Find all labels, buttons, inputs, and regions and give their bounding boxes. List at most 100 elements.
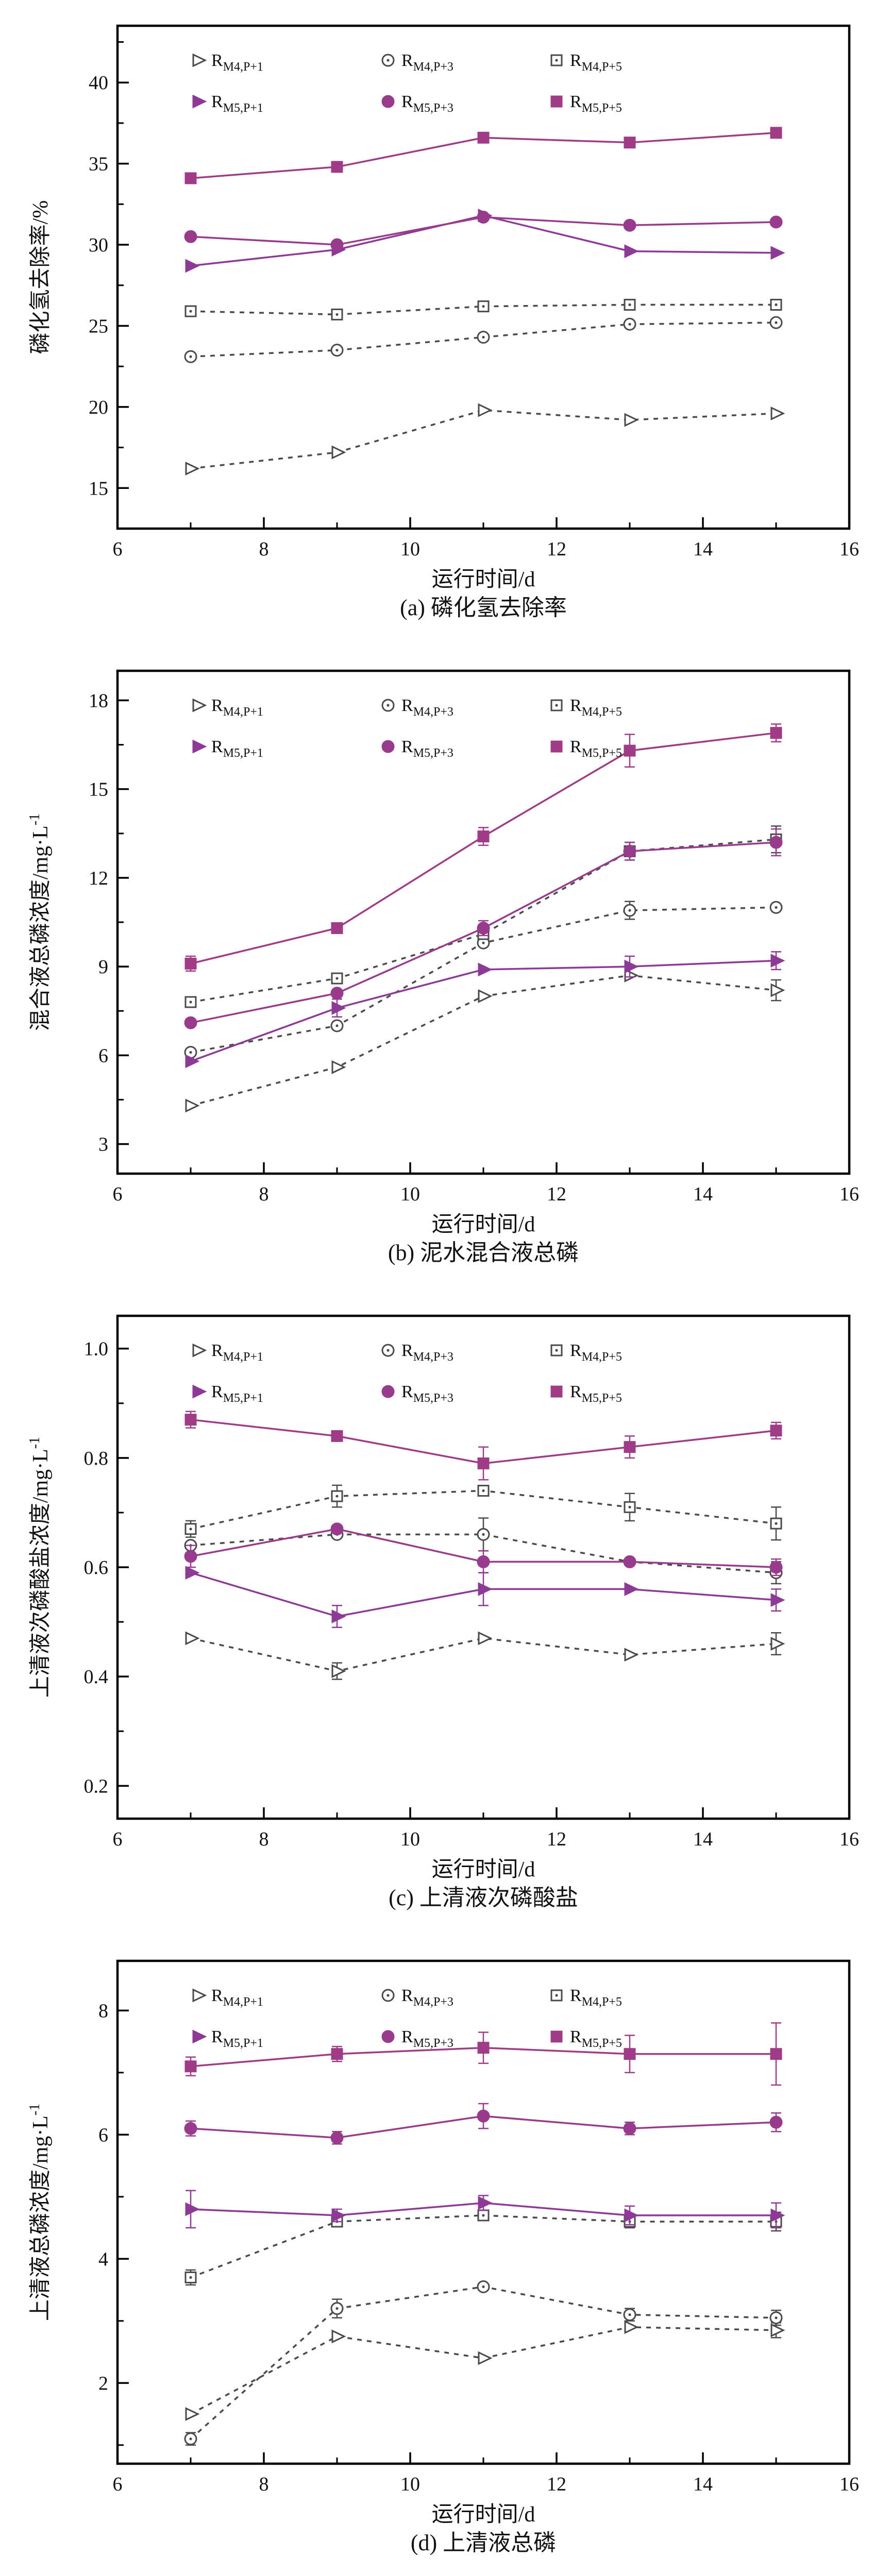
legend-item-M5P3: RM5,P+3 bbox=[381, 1382, 453, 1405]
x-axis-label: 运行时间/d bbox=[432, 2503, 535, 2527]
x-tick-label: 14 bbox=[693, 2473, 713, 2495]
x-tick-label: 16 bbox=[839, 1183, 859, 1205]
x-tick-label: 8 bbox=[259, 538, 269, 560]
series-M4P5 bbox=[184, 2209, 782, 2286]
series-M5P1 bbox=[185, 1566, 785, 1628]
caption-b: (b) 泥水混合液总磷 bbox=[388, 1240, 579, 1265]
legend-label-M4P3: RM4,P+3 bbox=[401, 1986, 453, 2009]
y-tick-label: 15 bbox=[89, 779, 108, 801]
legend-label-M5P5: RM5,P+5 bbox=[570, 1382, 622, 1405]
chart-c-svg: 0.2 0.4 0.6 0.8 1.0 6 8 10 12 14 16 运行时间/d 上清液次磷酸盐浓度… bbox=[27, 1314, 860, 1882]
x-tick-label: 6 bbox=[113, 538, 123, 560]
legend-label-M5P1: RM5,P+1 bbox=[211, 92, 263, 115]
y-tick-label: 6 bbox=[98, 2124, 108, 2146]
y-tick-label: 20 bbox=[89, 397, 108, 418]
caption-d: (d) 上清液总磷 bbox=[410, 2530, 557, 2555]
legend-d: RM4,P+1 RM4,P+3 RM4,P+5 RM5,P+1 RM5,P+3 RM5,P… bbox=[192, 1986, 622, 2050]
legend-label-M4P3: RM4,P+3 bbox=[401, 1341, 453, 1364]
x-tick-label: 6 bbox=[113, 1183, 123, 1205]
y-tick-label: 2 bbox=[98, 2372, 108, 2394]
legend-label-M5P1: RM5,P+1 bbox=[211, 2027, 263, 2050]
legend-item-M5P5: RM5,P+5 bbox=[550, 1382, 622, 1405]
legend-label-M4P1: RM4,P+1 bbox=[211, 696, 263, 719]
y-tick-label: 18 bbox=[89, 690, 108, 711]
x-axis-label: 运行时间/d bbox=[432, 1858, 535, 1882]
legend-item-M4P1: RM4,P+1 bbox=[192, 696, 263, 719]
x-tick-label: 14 bbox=[693, 1828, 713, 1850]
series-M5P3 bbox=[184, 211, 783, 251]
x-tick-label: 10 bbox=[400, 538, 420, 560]
panel-d: 2 4 6 8 6 8 10 12 14 16 运行时间/d 上清液总磷浓度/mg·L-1 RM4,P+… bbox=[0, 1940, 874, 2558]
x-tick-label: 8 bbox=[259, 1183, 269, 1205]
legend-b: RM4,P+1 RM4,P+3 RM4,P+5 RM5,P+1 RM5,P+3 RM5,P… bbox=[192, 696, 622, 760]
legend-label-M5P5: RM5,P+5 bbox=[570, 92, 622, 115]
legend-item-M5P1: RM5,P+1 bbox=[192, 92, 263, 115]
legend-item-M5P5: RM5,P+5 bbox=[550, 92, 622, 115]
legend-label-M4P5: RM4,P+5 bbox=[570, 1341, 622, 1364]
legend-a: RM4,P+1 RM4,P+3 RM4,P+5 RM5,P+1 RM5,P+3 RM5,P… bbox=[192, 51, 622, 115]
y-tick-label: 8 bbox=[98, 2000, 108, 2022]
y-tick-label: 25 bbox=[89, 315, 108, 337]
legend-item-M4P1: RM4,P+1 bbox=[192, 51, 263, 74]
y-tick-label: 0.2 bbox=[84, 1775, 109, 1797]
legend-item-M4P5: RM4,P+5 bbox=[550, 1341, 622, 1364]
x-tick-label: 8 bbox=[259, 2473, 269, 2495]
series-M5P1 bbox=[185, 951, 785, 1069]
series-M4P3 bbox=[184, 316, 783, 363]
series-M5P5 bbox=[184, 127, 782, 184]
x-tick-label: 6 bbox=[113, 1828, 123, 1850]
y-tick-label: 35 bbox=[89, 154, 108, 175]
x-tick-label: 10 bbox=[400, 1183, 420, 1205]
legend-label-M5P5: RM5,P+5 bbox=[570, 737, 622, 760]
legend-item-M4P3: RM4,P+3 bbox=[381, 1341, 453, 1364]
y-tick-label: 1.0 bbox=[84, 1338, 109, 1360]
x-tick-label: 10 bbox=[400, 1828, 420, 1850]
legend-label-M4P1: RM4,P+1 bbox=[211, 1986, 263, 2009]
legend-label-M5P3: RM5,P+3 bbox=[401, 737, 453, 760]
legend-label-M4P5: RM4,P+5 bbox=[570, 1986, 622, 2009]
legend-item-M5P5: RM5,P+5 bbox=[550, 737, 622, 760]
legend-label-M4P1: RM4,P+1 bbox=[211, 1341, 263, 1364]
x-tick-label: 14 bbox=[693, 1183, 713, 1205]
y-tick-label: 3 bbox=[98, 1134, 108, 1156]
series-M5P5 bbox=[184, 2022, 782, 2086]
series-M5P5 bbox=[184, 723, 782, 972]
panel-b: 3 6 9 12 15 18 6 8 10 12 14 16 运行时间/d 混合液总磷浓度/mg·L-1 R… bbox=[0, 650, 874, 1268]
x-tick-label: 16 bbox=[839, 1828, 859, 1850]
legend-item-M4P3: RM4,P+3 bbox=[381, 1986, 453, 2009]
legend-label-M5P1: RM5,P+1 bbox=[211, 1382, 263, 1405]
series-M5P3 bbox=[184, 828, 783, 1029]
legend-label-M4P5: RM4,P+5 bbox=[570, 696, 622, 719]
series-M4P3 bbox=[184, 2280, 783, 2446]
series-M4P5 bbox=[184, 299, 782, 320]
y-tick-label: 12 bbox=[89, 868, 108, 889]
axes-d: 2 4 6 8 6 8 10 12 14 16 运行时间/d bbox=[98, 2000, 859, 2527]
legend-label-M4P1: RM4,P+1 bbox=[211, 51, 263, 74]
series-M5P3 bbox=[184, 1522, 783, 1577]
x-tick-label: 10 bbox=[400, 2473, 420, 2495]
chart-d-svg: 2 4 6 8 6 8 10 12 14 16 运行时间/d 上清液总磷浓度/mg·L-1 RM4,P+… bbox=[27, 1959, 859, 2527]
legend-label-M5P3: RM5,P+3 bbox=[401, 2027, 453, 2050]
axes-c: 0.2 0.4 0.6 0.8 1.0 6 8 10 12 14 16 运行时间/d bbox=[84, 1338, 860, 1882]
legend-c: RM4,P+1 RM4,P+3 RM4,P+5 RM5,P+1 RM5,P+3 RM5,P… bbox=[192, 1341, 622, 1405]
y-tick-label: 40 bbox=[89, 72, 108, 94]
legend-item-M4P5: RM4,P+5 bbox=[550, 1986, 622, 2009]
caption-c: (c) 上清液次磷酸盐 bbox=[389, 1885, 578, 1910]
y-tick-label: 6 bbox=[98, 1045, 108, 1066]
legend-item-M5P5: RM5,P+5 bbox=[550, 2027, 622, 2050]
series-M5P5 bbox=[184, 1411, 782, 1481]
legend-item-M5P3: RM5,P+3 bbox=[381, 2027, 453, 2050]
series-M4P5 bbox=[184, 825, 782, 1008]
y-tick-label: 4 bbox=[98, 2248, 108, 2270]
y-tick-label: 9 bbox=[98, 956, 108, 978]
series-M4P1 bbox=[185, 1631, 785, 1680]
legend-label-M4P5: RM4,P+5 bbox=[570, 51, 622, 74]
x-tick-label: 16 bbox=[839, 538, 859, 560]
legend-label-M4P3: RM4,P+3 bbox=[401, 696, 453, 719]
y-tick-label: 0.8 bbox=[84, 1448, 109, 1469]
legend-label-M5P5: RM5,P+5 bbox=[570, 2027, 622, 2050]
y-tick-label: 15 bbox=[89, 478, 108, 499]
y-tick-label: 30 bbox=[89, 234, 108, 256]
series-M4P1 bbox=[185, 2320, 785, 2421]
